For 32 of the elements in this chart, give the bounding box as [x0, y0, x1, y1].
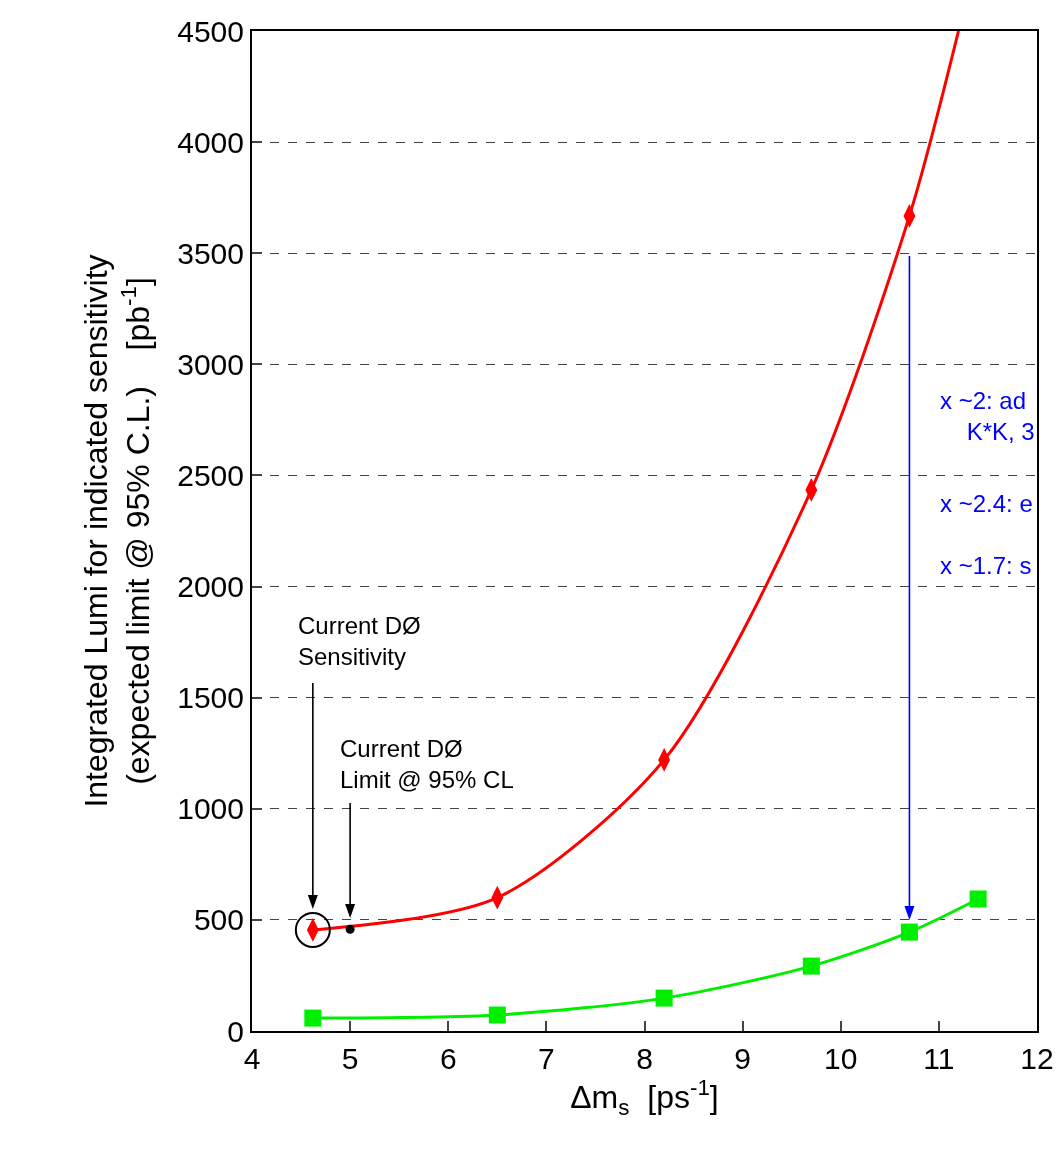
x-tick-label: 8 [636, 1042, 653, 1075]
y-tick-label: 0 [227, 1014, 244, 1048]
y-tick-label: 1000 [177, 792, 244, 826]
y-tick-label: 2500 [177, 458, 244, 492]
point [802, 957, 820, 975]
x-tick-label: 6 [439, 1042, 457, 1075]
y-tick-label: 4000 [177, 125, 244, 159]
y-tick-label: 3000 [177, 347, 244, 381]
x-tick-label: 7 [538, 1042, 555, 1075]
x-axis-title: Δm$_{s}$ [ps$^{-1}$] [570, 1075, 719, 1121]
x-tick-label: 10 [824, 1042, 858, 1075]
point [345, 924, 355, 934]
y-tick-label: 1500 [177, 681, 244, 715]
y-tick-label: 3500 [177, 236, 244, 270]
x-tick-label: 12 [1020, 1042, 1054, 1075]
point [488, 1006, 506, 1024]
y-tick-label: 500 [193, 903, 244, 937]
y-tick-label: 4500 [177, 14, 244, 48]
annotation: x ~1.7: s [940, 552, 1032, 579]
point [304, 1009, 322, 1027]
annotation: x ~2.4: e [940, 490, 1033, 517]
y-tick-label: 2000 [177, 570, 244, 604]
point [900, 923, 918, 941]
point [655, 989, 673, 1007]
annotation: x ~2: ad K*K, 3 [940, 387, 1035, 446]
x-tick-label: 9 [734, 1042, 751, 1075]
annotation: Current DØ Limit @ 95% CL [340, 735, 514, 794]
x-tick-label: 4 [243, 1042, 261, 1075]
x-tick-label: 11 [923, 1042, 955, 1075]
annotation: Current DØ Sensitivity [298, 612, 421, 671]
x-tick-label: 5 [341, 1042, 359, 1075]
point [969, 890, 987, 908]
